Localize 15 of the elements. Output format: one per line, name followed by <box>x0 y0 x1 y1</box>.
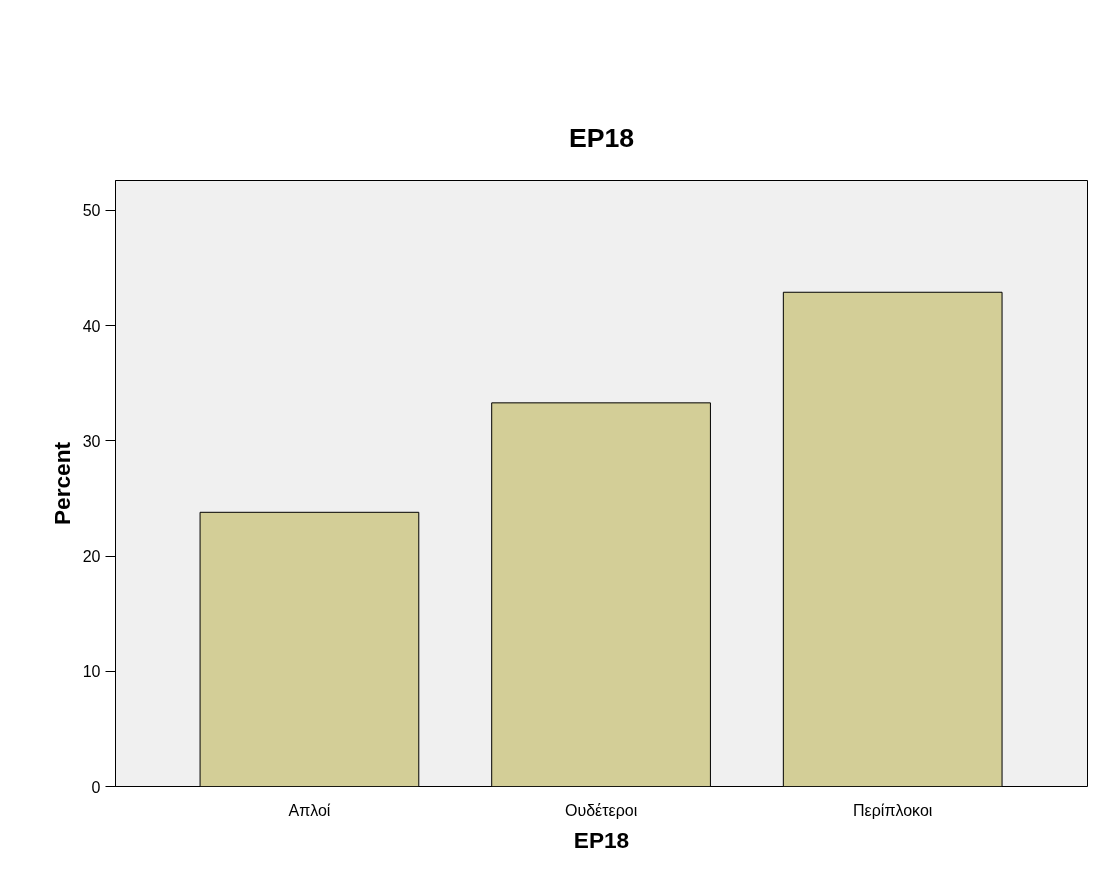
y-tick-label: 10 <box>82 663 101 681</box>
x-axis-title: EP18 <box>573 826 630 853</box>
bar <box>199 511 420 787</box>
x-tick-label: Περίπλοκοι <box>853 801 933 819</box>
y-tick-label: 50 <box>82 202 101 220</box>
chart-title: EP18 <box>568 123 635 153</box>
x-tick-label: Ουδέτεροι <box>564 801 638 819</box>
y-axis-title: Percent <box>48 441 75 526</box>
y-tick-label: 30 <box>82 432 101 450</box>
bar <box>491 402 711 787</box>
bar <box>782 291 1003 787</box>
y-tick-label: 40 <box>82 317 101 335</box>
y-tick-label: 20 <box>82 548 101 566</box>
x-tick-label: Απλοί <box>288 801 331 819</box>
y-tick-label: 0 <box>91 778 101 796</box>
